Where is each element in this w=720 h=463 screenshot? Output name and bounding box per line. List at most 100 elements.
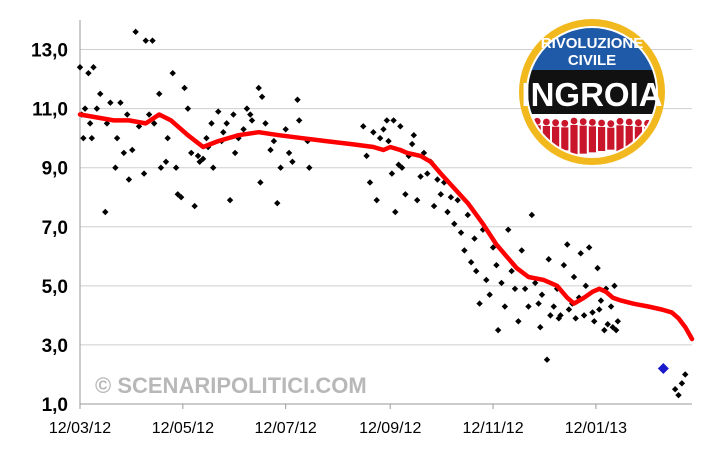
data-point — [274, 199, 281, 207]
data-point — [682, 371, 689, 378]
y-tick-label: 1,0 — [42, 395, 68, 416]
data-point — [518, 247, 525, 254]
data-point — [277, 164, 284, 171]
ingroia-logo: RIVOLUZIONE CIVILE INGROIA — [519, 19, 665, 165]
data-point — [596, 306, 603, 313]
data-point — [612, 326, 620, 334]
data-point — [164, 134, 171, 142]
data-point — [215, 108, 222, 115]
data-point — [493, 261, 500, 269]
data-point — [560, 261, 568, 269]
x-tick-label: 12/01/13 — [565, 420, 627, 437]
data-point — [289, 158, 296, 165]
y-tick-label: 9,0 — [42, 159, 68, 180]
data-point — [528, 211, 536, 219]
data-point — [117, 99, 124, 106]
y-tick-label: 3,0 — [42, 336, 68, 357]
data-point — [129, 146, 136, 154]
data-point — [220, 129, 227, 136]
crowd-head — [561, 119, 569, 127]
data-point — [437, 191, 444, 198]
data-point — [575, 294, 583, 301]
data-point — [483, 276, 490, 284]
crowd-head — [552, 119, 559, 127]
data-point — [547, 312, 554, 319]
data-point — [363, 152, 370, 160]
data-point — [476, 300, 483, 307]
data-point — [240, 126, 247, 133]
data-point — [604, 321, 611, 328]
data-point — [230, 111, 237, 118]
data-point — [267, 146, 274, 154]
data-point — [471, 235, 478, 242]
data-point — [614, 318, 622, 325]
data-point — [172, 164, 180, 171]
crowd-head — [598, 119, 605, 127]
x-tick-label: 12/09/12 — [359, 420, 421, 437]
data-point — [675, 391, 682, 399]
crowd-body — [598, 127, 606, 151]
data-point — [199, 155, 207, 163]
crowd-body — [588, 126, 596, 153]
data-point — [203, 134, 210, 142]
data-point — [515, 318, 522, 325]
crowd-body — [579, 125, 587, 154]
data-point — [402, 191, 409, 198]
y-tick-label: 11,0 — [32, 100, 68, 121]
data-point — [565, 306, 573, 313]
data-point — [102, 208, 109, 216]
data-point — [285, 149, 293, 157]
data-point — [150, 120, 158, 127]
crowd-head — [543, 118, 550, 126]
data-point — [597, 297, 605, 304]
data-point — [413, 196, 421, 204]
data-point — [388, 170, 396, 177]
data-point — [88, 134, 96, 142]
data-point — [410, 132, 418, 139]
data-point — [508, 267, 515, 275]
data-point — [570, 273, 578, 281]
trend-line — [77, 112, 695, 342]
scatter-points — [76, 28, 689, 399]
data-point — [157, 164, 165, 171]
data-point — [532, 279, 539, 287]
data-point — [103, 120, 111, 127]
data-point — [282, 126, 289, 133]
data-point — [385, 137, 392, 145]
data-point — [255, 84, 262, 92]
data-point — [294, 96, 301, 103]
watermark-text: © SCENARIPOLITICI.COM — [95, 373, 367, 398]
crowd-head — [635, 119, 642, 127]
data-point — [678, 380, 686, 387]
data-point — [543, 356, 551, 363]
data-point — [607, 303, 615, 310]
data-point — [191, 202, 198, 210]
data-point — [156, 90, 163, 98]
data-point — [90, 64, 97, 71]
data-point — [671, 386, 679, 393]
data-point — [113, 134, 121, 142]
crowd-head — [616, 117, 624, 125]
data-point — [557, 312, 564, 319]
data-point — [538, 291, 546, 298]
data-point — [408, 140, 416, 148]
data-point — [464, 211, 471, 219]
data-point — [494, 326, 502, 334]
data-point — [247, 111, 254, 118]
data-point — [243, 105, 251, 112]
crowd-head — [570, 117, 578, 125]
data-point — [457, 229, 465, 236]
data-point — [472, 267, 480, 275]
data-point — [376, 134, 384, 142]
data-point — [397, 123, 404, 130]
data-point — [140, 170, 148, 177]
data-point — [366, 179, 374, 186]
data-point — [585, 244, 593, 251]
axes — [79, 20, 692, 409]
data-point — [594, 264, 601, 272]
crowd-body — [607, 127, 615, 150]
data-point — [550, 303, 557, 310]
data-point — [383, 117, 391, 124]
data-point — [498, 279, 505, 287]
